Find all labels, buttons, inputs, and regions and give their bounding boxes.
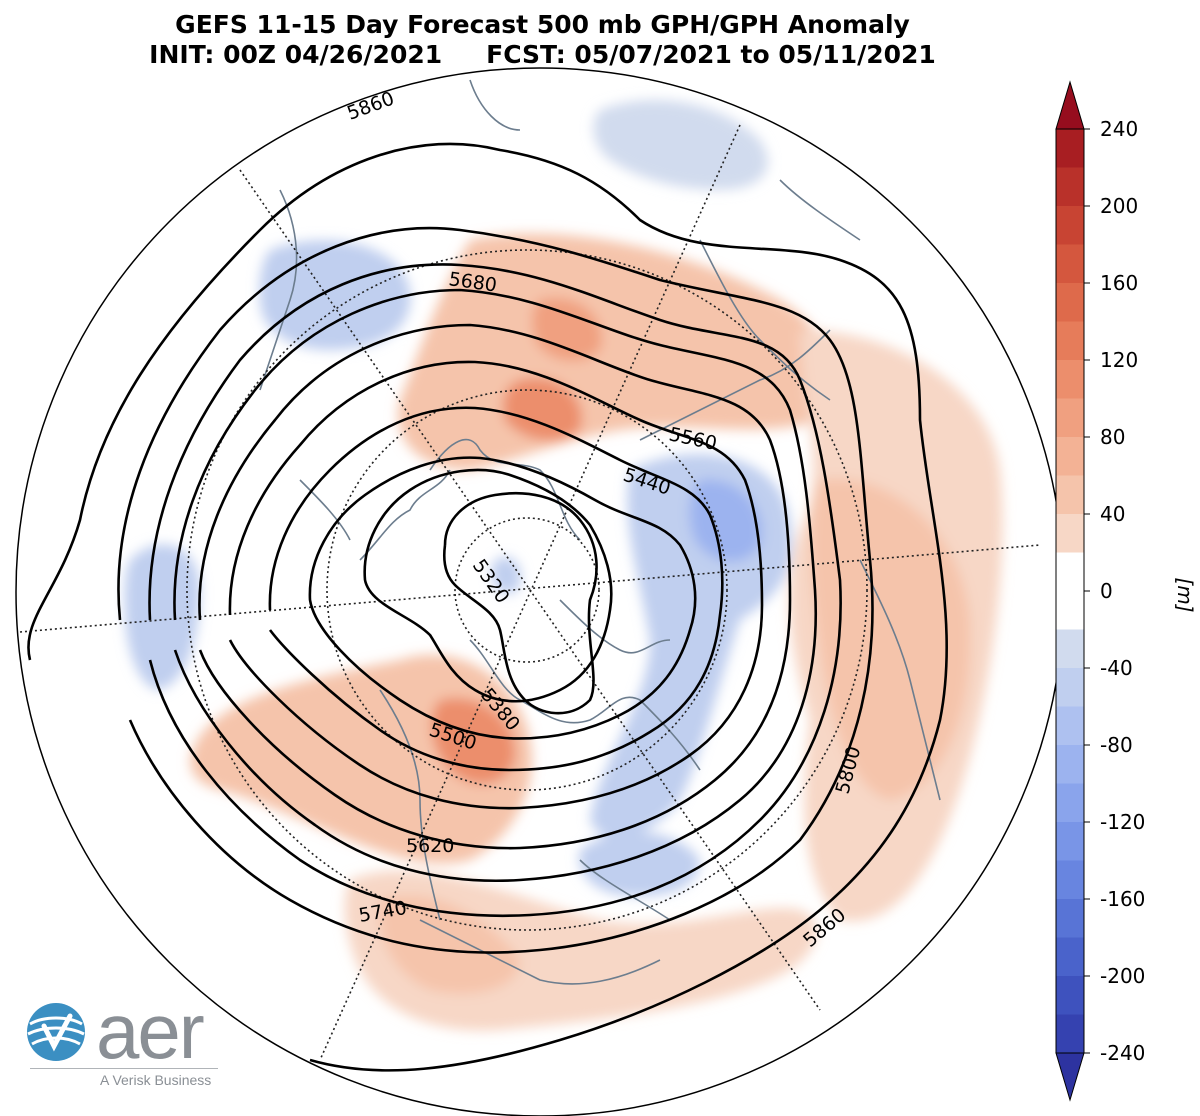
- colorbar-segment-pos-220: [1056, 129, 1084, 168]
- colorbar-tick-label: -120: [1100, 810, 1145, 834]
- colorbar-segment-pos-40: [1056, 475, 1084, 514]
- colorbar-max-extension: [1055, 80, 1085, 130]
- colorbar-tick-label: 40: [1100, 502, 1125, 526]
- colorbar-min-extension: [1055, 1052, 1085, 1102]
- colorbar-segment-neg-160: [1056, 899, 1084, 938]
- colorbar-segment-neg-200: [1056, 976, 1084, 1015]
- chart-title: GEFS 11-15 Day Forecast 500 mb GPH/GPH A…: [0, 10, 1085, 70]
- negative-anomaly-siberia-core: [689, 479, 762, 562]
- negative-anomaly-west: [259, 240, 411, 350]
- aer-logo-mark: [27, 1003, 85, 1061]
- graticule: [19, 124, 1041, 1061]
- logo-divider: [30, 1068, 218, 1069]
- negative-anomaly-south-central: [579, 831, 700, 897]
- colorbar-tick-label: 0: [1100, 579, 1113, 603]
- colorbar-segment-pos-100: [1056, 360, 1084, 399]
- colorbar-ticks: 240 200 160 120 80 40 0 -40 -80 -120 -160 -200 -240: [1084, 117, 1145, 1065]
- aer-tagline: A Verisk Business: [100, 1072, 212, 1088]
- colorbar-segment-neg-220: [1056, 1014, 1084, 1053]
- negative-anomaly-north: [593, 100, 768, 190]
- colorbar-segment-neg-180: [1056, 937, 1084, 976]
- init-time: INIT: 00Z 04/26/2021: [149, 40, 443, 69]
- aer-logo: aer A Verisk Business: [24, 987, 244, 1100]
- colorbar-tick-label: -40: [1100, 656, 1133, 680]
- colorbar-segment-pos-200: [1056, 167, 1084, 206]
- contour-label-5620: 5620: [406, 835, 454, 857]
- forecast-range: FCST: 05/07/2021 to 05/11/2021: [486, 40, 936, 69]
- colorbar-tick-label: -240: [1100, 1041, 1145, 1065]
- colorbar-segment-pos-140: [1056, 283, 1084, 322]
- colorbar-segment-neg-60: [1056, 706, 1084, 745]
- title-line-2: INIT: 00Z 04/26/2021 FCST: 05/07/2021 to …: [0, 40, 1085, 70]
- colorbar-tick-label: -200: [1100, 964, 1145, 988]
- gph-contours: [27, 142, 948, 1072]
- positive-anomaly-south-b: [379, 895, 520, 994]
- positive-anomaly-core-b: [532, 298, 602, 361]
- colorbar-tick-label: 240: [1100, 117, 1138, 141]
- positive-anomaly-east-mid: [810, 478, 971, 800]
- colorbar-segment-pos-80: [1056, 398, 1084, 437]
- colorbar-segment-pos-120: [1056, 321, 1084, 360]
- positive-anomaly-core-a: [503, 378, 582, 441]
- negative-anomaly-pacific-west: [124, 544, 200, 690]
- colorbar-segment-pos-180: [1056, 206, 1084, 245]
- colorbar-segment-neg-100: [1056, 783, 1084, 822]
- colorbar-segments: [1056, 129, 1084, 1053]
- colorbar-segment-neg-80: [1056, 745, 1084, 784]
- title-line-1: GEFS 11-15 Day Forecast 500 mb GPH/GPH A…: [175, 10, 910, 39]
- colorbar-unit-label: [m]: [1173, 577, 1197, 612]
- colorbar-tick-label: 120: [1100, 348, 1138, 372]
- colorbar-segment-neg-140: [1056, 860, 1084, 899]
- colorbar-tick-label: -160: [1100, 887, 1145, 911]
- colorbar-segment-pos-60: [1056, 437, 1084, 476]
- colorbar-tick-label: 160: [1100, 271, 1138, 295]
- aer-wordmark: aer: [96, 987, 205, 1075]
- colorbar-segment-pos-20: [1056, 514, 1084, 553]
- colorbar-segment-neg-40: [1056, 668, 1084, 707]
- colorbar-tick-label: -80: [1100, 733, 1133, 757]
- colorbar-segment-pos-160: [1056, 244, 1084, 283]
- colorbar-segment-neg-20: [1056, 629, 1084, 668]
- colorbar-segment-neg-120: [1056, 822, 1084, 861]
- colorbar-tick-label: 80: [1100, 425, 1125, 449]
- colorbar-segment-zero: [1056, 552, 1084, 630]
- colorbar-tick-label: 200: [1100, 194, 1138, 218]
